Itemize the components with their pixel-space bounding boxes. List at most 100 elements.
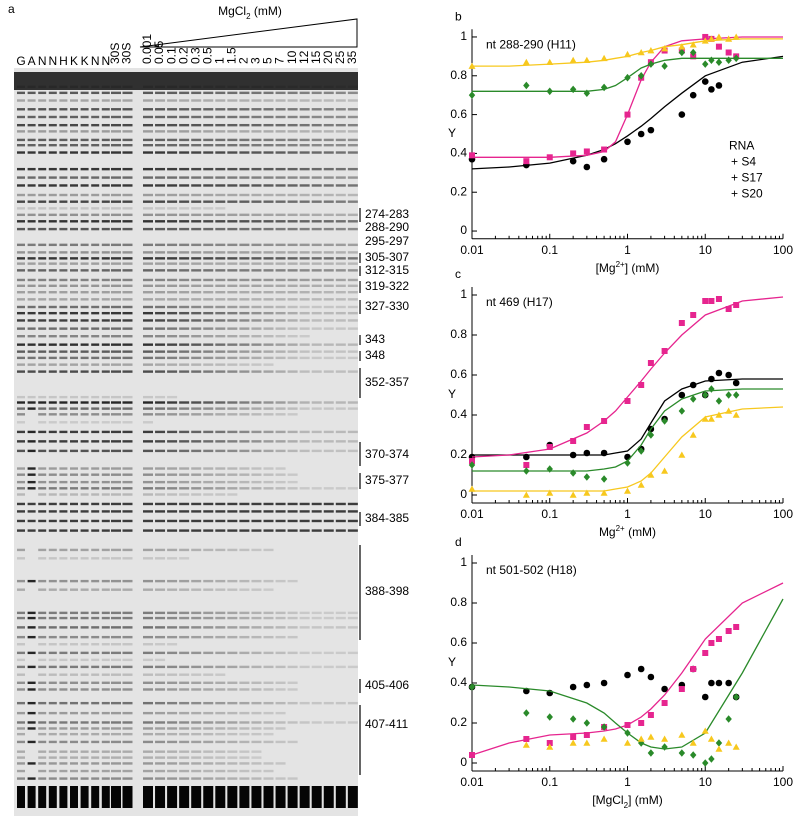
gel-band [59, 305, 68, 309]
gel-band [275, 681, 286, 684]
gel-band [251, 407, 262, 410]
gel-band [239, 335, 250, 338]
gel-band [59, 335, 68, 338]
gel-band [299, 257, 310, 260]
gel-band [191, 510, 202, 513]
gel-band [275, 262, 286, 265]
gel-band [275, 319, 286, 322]
lane-label: N [91, 54, 100, 68]
gel-band [299, 440, 310, 443]
gel-band [155, 658, 166, 662]
gel-band [167, 635, 178, 639]
gel-band [335, 665, 346, 669]
gel-band [203, 688, 214, 691]
gel-band [239, 278, 250, 282]
gel-band [347, 251, 358, 254]
gel-band [122, 777, 133, 780]
gel-band [111, 99, 121, 102]
gel-band [101, 611, 110, 615]
gel-band [59, 319, 68, 322]
gel-band [179, 673, 190, 676]
gel-band [215, 284, 226, 288]
gel-band [227, 510, 238, 513]
gel-band [91, 311, 100, 315]
data-point [624, 739, 631, 746]
gel-band [59, 711, 68, 715]
gel-band [215, 711, 226, 715]
gel-band [335, 243, 346, 247]
gel-band [287, 130, 298, 133]
gel-band [335, 319, 346, 322]
gel-band [91, 343, 100, 346]
gel-band [111, 298, 121, 301]
gel-band [122, 510, 133, 513]
gel-band [239, 721, 250, 724]
gel-band [227, 750, 238, 753]
gel-band [143, 548, 153, 552]
gel-band [111, 284, 121, 288]
gel-band [203, 430, 214, 434]
gel-band [80, 777, 89, 780]
gel-band [38, 658, 47, 662]
gel-band [38, 167, 47, 171]
gel-band [215, 99, 226, 102]
gel-band [287, 143, 298, 147]
gel-band [251, 762, 262, 765]
gel-band [143, 298, 153, 301]
gel-band [38, 519, 47, 523]
band-label: 343 [365, 332, 385, 346]
gel-band [38, 777, 47, 780]
gel-band [179, 151, 190, 154]
gel-band [287, 262, 298, 265]
gel-band [227, 319, 238, 322]
data-point [523, 709, 530, 717]
gel-band [167, 138, 178, 142]
data-point [661, 743, 668, 751]
gel-band [179, 493, 190, 496]
gel-band [143, 138, 153, 142]
gel-band [239, 123, 250, 127]
label-part: Mg [599, 525, 616, 539]
superscript: 2+ [616, 524, 625, 533]
gel-band [347, 227, 358, 231]
gel-band [101, 658, 110, 662]
gel-band [80, 449, 89, 453]
gel-band [155, 616, 166, 620]
gel-band [239, 298, 250, 301]
gel-band [263, 467, 274, 470]
gel-band [48, 220, 57, 223]
gel-band [155, 673, 166, 676]
gel-band [38, 643, 47, 646]
gel-band [227, 721, 238, 724]
data-point [546, 489, 554, 496]
gel-band [203, 278, 214, 282]
gel-band [275, 510, 286, 513]
gel-band [323, 167, 334, 171]
data-point [725, 391, 732, 399]
gel-band [155, 193, 166, 197]
gel-band [287, 278, 298, 282]
gel-band [251, 327, 262, 330]
gel-band [203, 284, 214, 288]
gel-band [48, 487, 57, 490]
data-point [725, 715, 732, 723]
gel-band [347, 440, 358, 443]
gel-band [179, 311, 190, 315]
gel-band [323, 721, 334, 724]
gel-band [179, 227, 190, 231]
gel-band [179, 740, 190, 744]
gel-band [203, 413, 214, 416]
gel-band [263, 123, 274, 127]
gel-band [347, 616, 358, 620]
gel-band [122, 319, 133, 322]
gel-band [111, 311, 121, 315]
gel-band [347, 176, 358, 179]
gel-band [311, 91, 322, 95]
gel-band [167, 502, 178, 506]
gel-band [48, 643, 57, 646]
gel-band [275, 611, 286, 615]
gel-band [179, 430, 190, 434]
gel-band [122, 635, 133, 639]
gel-band [167, 611, 178, 615]
band-label: 407-411 [365, 717, 408, 731]
